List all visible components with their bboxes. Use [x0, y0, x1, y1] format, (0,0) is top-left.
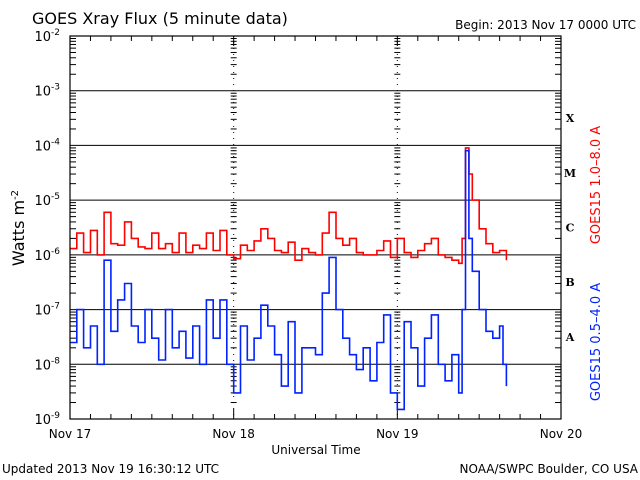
x-tick-label: Nov 20 — [540, 427, 583, 441]
legend: GOES15 1.0–8.0 A GOES15 0.5–4.0 A — [589, 126, 604, 401]
y-tick-label: 10-4 — [34, 137, 60, 154]
y-tick-label: 10-2 — [34, 28, 60, 45]
y-tick-label: 10-7 — [34, 302, 60, 319]
axis-ticks — [69, 36, 562, 419]
series-lines — [70, 147, 508, 411]
plot-frame — [69, 35, 562, 420]
y-tick-label: 10-6 — [34, 247, 60, 264]
chart-title: GOES Xray Flux (5 minute data) — [32, 9, 288, 28]
y-tick-label: 10-8 — [34, 356, 60, 373]
updated-timestamp: Updated 2013 Nov 19 16:30:12 UTC — [2, 462, 219, 476]
credit-text: NOAA/SWPC Boulder, CO USA — [460, 462, 639, 476]
y-axis-label: Watts m-2 — [9, 190, 28, 266]
x-tick-label: Nov 18 — [212, 427, 255, 441]
flare-class-label: X — [566, 112, 575, 125]
flare-class-label: M — [564, 167, 576, 180]
y-tick-label: 10-3 — [34, 83, 60, 100]
flare-class-label: A — [565, 331, 575, 344]
series-line — [70, 147, 508, 265]
y-tick-label: 10-5 — [34, 192, 60, 209]
x-tick-label: Nov 19 — [376, 427, 419, 441]
x-axis-label: Universal Time — [271, 443, 360, 457]
series-line — [70, 149, 508, 411]
chart-subtitle: Begin: 2013 Nov 17 0000 UTC — [455, 18, 636, 32]
flare-class-label: B — [565, 276, 574, 289]
flare-class-label: C — [566, 222, 575, 235]
flare-class-labels: X M C B A — [564, 112, 576, 344]
grid — [70, 35, 561, 420]
legend-entry: GOES15 0.5–4.0 A — [589, 283, 604, 401]
y-tick-label: 10-9 — [34, 411, 60, 428]
legend-entry: GOES15 1.0–8.0 A — [589, 126, 604, 244]
x-tick-label: Nov 17 — [49, 427, 92, 441]
y-tick-labels: 10-2 10-3 10-4 10-5 10-6 10-7 10-8 10-9 — [34, 28, 60, 428]
x-tick-labels: Nov 17 Nov 18 Nov 19 Nov 20 — [49, 427, 583, 441]
